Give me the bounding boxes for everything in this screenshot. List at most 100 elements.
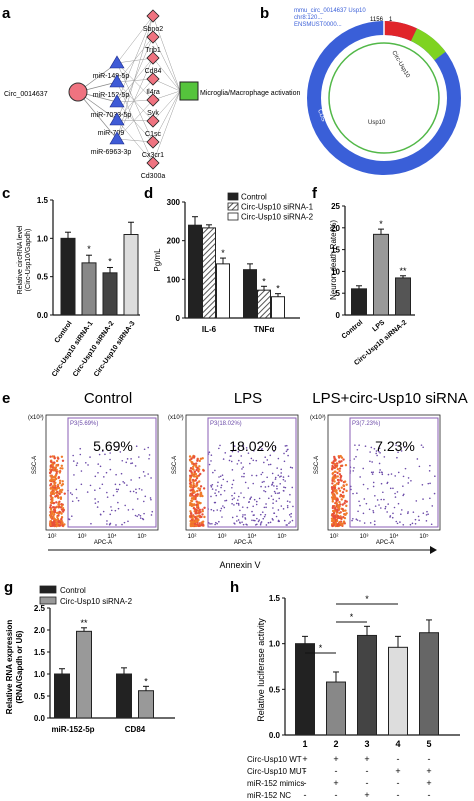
flow-dot-purple: [284, 486, 287, 489]
flow-dot-purple: [396, 456, 398, 459]
flow-dot-orange: [57, 486, 61, 490]
flow-gate-label: P3(7.23%): [352, 421, 380, 427]
panel-c-significance: *: [87, 244, 91, 254]
flow-dot-purple: [150, 498, 152, 501]
flow-dot-purple: [427, 482, 430, 485]
flow-dot-orange: [49, 516, 53, 519]
panel-d-legend-swatch: [227, 192, 239, 201]
flow-dot-purple: [139, 514, 142, 517]
flow-dot-orange: [331, 492, 334, 496]
flow-dot-purple: [263, 480, 265, 483]
flow-percent: 5.69%: [93, 438, 133, 454]
flow-dot-orange: [62, 508, 66, 512]
flow-dot-purple: [429, 482, 431, 485]
flow-orange-population: [330, 454, 348, 528]
flow-dot-orange: [60, 464, 64, 468]
flow-dot-purple: [286, 506, 289, 509]
flow-dot-purple: [363, 522, 366, 524]
flow-dot-orange: [331, 482, 334, 485]
flow-dot-purple: [351, 519, 353, 522]
flow-scale-label: (x10³): [310, 415, 326, 421]
flow-dot-orange: [339, 517, 343, 520]
flow-dot-purple: [75, 497, 78, 499]
flow-dot-purple: [391, 516, 394, 519]
flow-dot-purple: [255, 503, 258, 506]
flow-dot-orange: [195, 468, 198, 472]
flow-dot-orange: [199, 457, 203, 461]
gene-label: Cx3cr1: [142, 152, 164, 159]
panel-h-bar: [388, 646, 408, 736]
panel-h-bar: [326, 681, 346, 736]
flow-dot-purple: [223, 489, 226, 492]
flow-dot-purple: [135, 491, 138, 494]
flow-dot-purple: [225, 499, 228, 502]
flow-dot-purple: [242, 448, 245, 450]
flow-dot-orange: [51, 455, 54, 458]
flow-dot-orange: [59, 497, 63, 501]
flow-dot-purple: [375, 452, 377, 455]
flow-dot-orange: [340, 486, 343, 489]
flow-dot-orange: [197, 518, 200, 522]
flow-dot-purple: [224, 452, 227, 454]
flow-dot-orange: [337, 487, 341, 490]
panel-d-significance: *: [221, 248, 225, 258]
gene-node: [146, 114, 160, 128]
flow-dot-purple: [121, 523, 123, 526]
flow-dot-purple: [397, 451, 399, 454]
flow-dot-purple: [261, 471, 264, 474]
flow-dot-purple: [114, 483, 117, 486]
flow-dot-purple: [98, 453, 101, 456]
flow-dot-purple: [272, 498, 275, 501]
flow-dot-orange: [338, 473, 342, 476]
flow-dot-purple: [286, 448, 289, 451]
edge-gene-target: [152, 57, 181, 92]
flow-dot-orange: [336, 467, 340, 471]
circ-top-label-2: 1: [389, 17, 393, 23]
gene-node: [146, 72, 160, 86]
flow-dot-purple: [117, 501, 119, 504]
flow-dot-orange: [49, 507, 53, 511]
flow-dot-purple: [370, 471, 373, 474]
flow-dot-purple: [210, 495, 212, 498]
flow-dot-purple: [209, 523, 211, 525]
flow-dot-orange: [341, 494, 344, 498]
flow-dot-purple: [237, 519, 240, 521]
flow-dot-orange: [339, 503, 342, 506]
flow-dot-orange: [198, 480, 201, 483]
panel-h-condition-sign: -: [397, 790, 400, 800]
flow-dot-orange: [336, 510, 339, 513]
panel-h-letter: h: [230, 579, 239, 596]
flow-dot-purple: [215, 494, 218, 497]
flow-orange-population: [188, 454, 206, 528]
mirna-label: miR-152-5p: [93, 92, 130, 99]
flow-dot-purple: [72, 460, 75, 462]
flow-dot-purple: [260, 473, 263, 476]
panel-g-bar: [54, 673, 70, 719]
flow-dot-purple: [147, 473, 149, 475]
flow-dot-purple: [94, 489, 96, 492]
flow-dot-orange: [194, 493, 198, 496]
edge-gene-target: [152, 90, 181, 143]
flow-dot-orange: [202, 523, 205, 527]
panel-c-y-tick-label: 1.5: [37, 196, 49, 205]
flow-dot-purple: [389, 516, 391, 518]
flow-dot-purple: [267, 485, 270, 488]
flow-dot-orange: [341, 491, 345, 494]
flow-dot-purple: [252, 459, 255, 462]
flow-title: LPS: [234, 390, 262, 407]
flow-dot-orange: [196, 489, 199, 493]
flow-dot-orange: [336, 478, 340, 482]
flow-dot-purple: [396, 491, 399, 493]
flow-dot-purple: [243, 496, 245, 499]
flow-dot-purple: [109, 513, 112, 516]
flow-dot-purple: [136, 515, 138, 518]
flow-dot-orange: [343, 513, 347, 516]
panel-c-x-tick-label: Circ-Usp10 siRNA-1: [51, 320, 95, 378]
flow-dot-orange: [61, 480, 64, 483]
flow-dot-orange: [49, 494, 52, 497]
panel-d-legend-label: Circ-Usp10 siRNA-2: [241, 213, 314, 222]
panel-h-y-tick-label: 0.5: [269, 685, 281, 694]
panel-d-bar: [257, 289, 271, 319]
flow-dot-orange: [55, 501, 58, 504]
